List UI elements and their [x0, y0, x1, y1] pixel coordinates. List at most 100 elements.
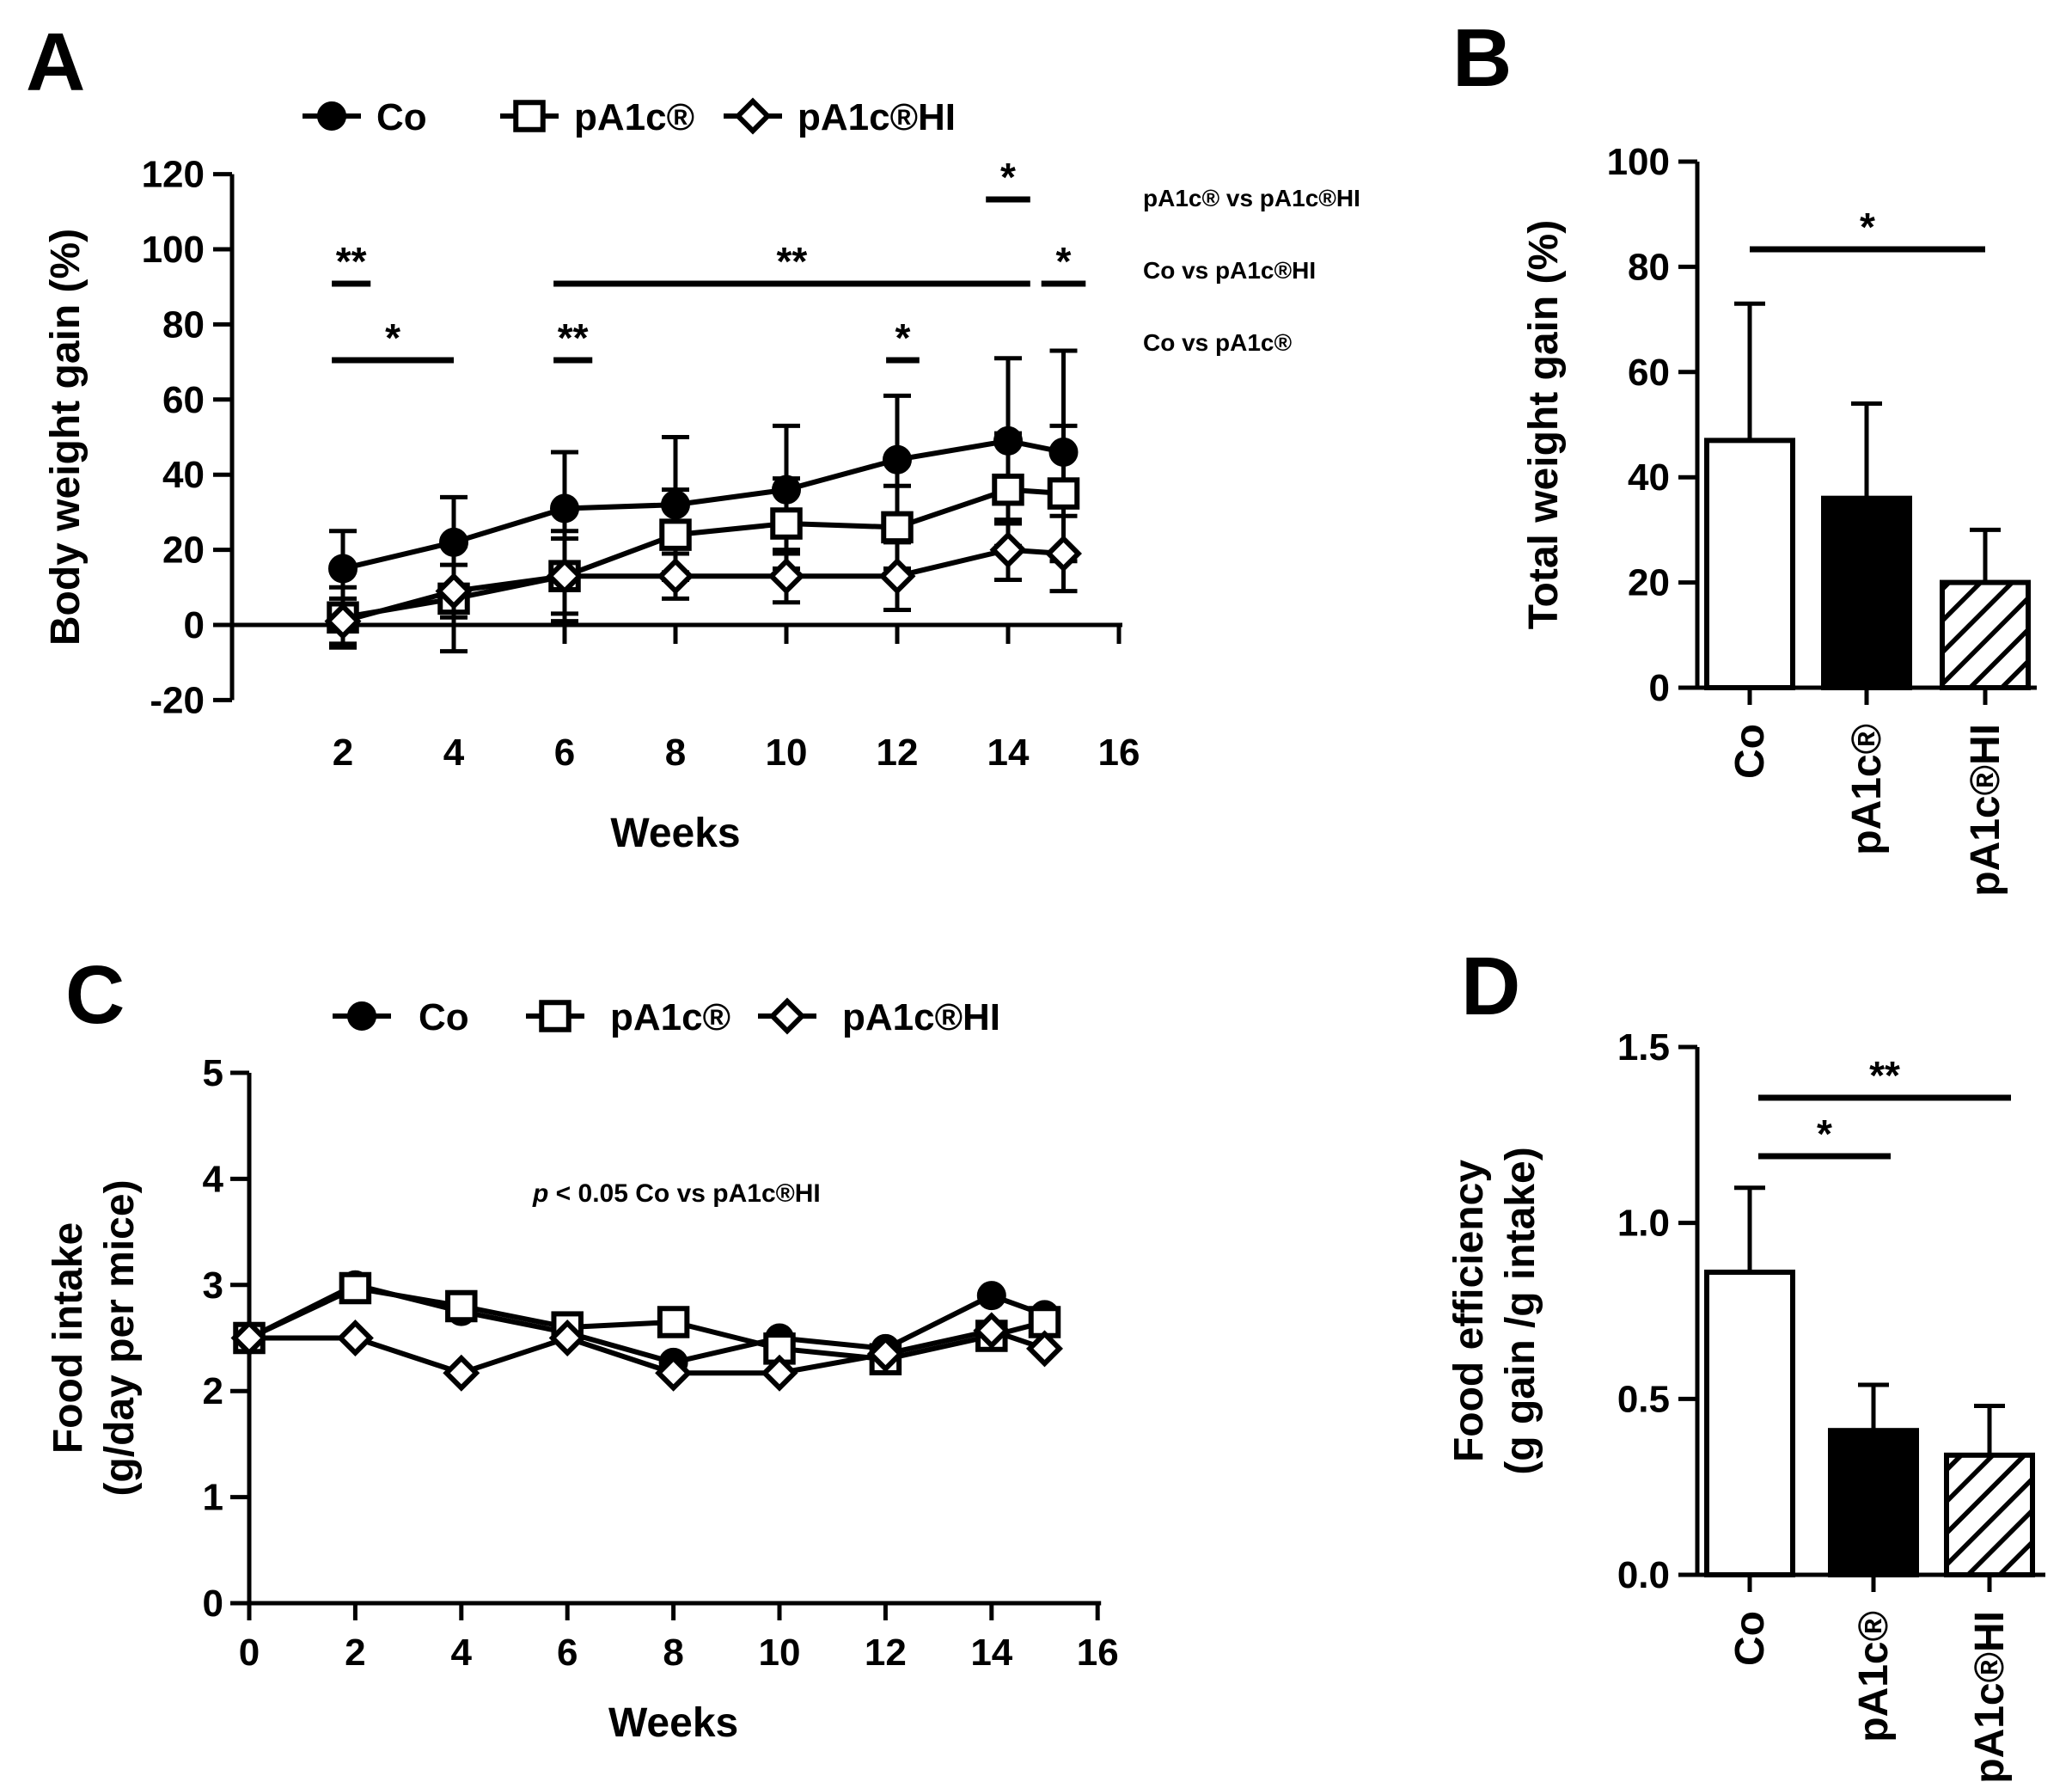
legend-marker-a [734, 97, 772, 135]
x-tick-label-a: 8 [665, 732, 686, 774]
x-tick-label-c: 4 [451, 1632, 473, 1674]
data-point-a [324, 603, 362, 640]
significance-a-4-label: * [895, 315, 910, 360]
significance-a-0-label: ** [336, 239, 367, 284]
legend-marker-a [513, 100, 546, 132]
y-tick-label-d: 0.5 [1617, 1378, 1670, 1420]
series-line-a-1 [342, 487, 1064, 621]
y-tick-label-a: 80 [162, 303, 205, 346]
x-tick-label-c: 6 [557, 1632, 578, 1674]
data-point-c [866, 1335, 904, 1373]
data-point-a [657, 557, 694, 595]
data-point-a [767, 557, 805, 595]
legend-marker-c [768, 997, 806, 1035]
y-tick-label-b: 100 [1607, 141, 1670, 183]
y-tick-label-a: 100 [142, 229, 205, 271]
panel-letter-a: A [26, 16, 85, 108]
x-tick-label-a: 2 [333, 732, 353, 774]
y-tick-label-c: 4 [203, 1158, 224, 1200]
data-point-c [336, 1320, 374, 1356]
x-tick-label-c: 8 [663, 1632, 683, 1674]
legend-label-c: Co [419, 996, 469, 1038]
series-line-a-0 [342, 438, 1065, 572]
series-line-a-2 [342, 547, 1064, 624]
y-axis-title-d: Food efficiency [1446, 1160, 1492, 1462]
data-point-a [992, 473, 1024, 506]
significance-a-1-label: * [385, 315, 400, 360]
y-tick-label-b: 0 [1649, 667, 1670, 709]
y-axis-title-c: Food intake [46, 1222, 91, 1454]
data-point-c [230, 1320, 268, 1356]
y-axis-subtitle-d: (g gain /g intake) [1498, 1147, 1543, 1474]
y-tick-label-c: 3 [203, 1264, 223, 1307]
data-point-a [546, 557, 584, 595]
panel-b: B 0 20 40 60 80 100 Total weight gain (%) Co pA1c… [1452, 12, 2037, 897]
y-axis-title-a: Body weight gain (%) [43, 229, 89, 646]
legend-label-c: pA1c®HI [842, 996, 1000, 1038]
annotation-a: Co vs pA1c® [1143, 329, 1292, 356]
x-tick-label-d: Co [1727, 1611, 1773, 1666]
legend-marker-c [539, 1000, 571, 1032]
data-point-c [1026, 1330, 1063, 1368]
y-tick-label-c: 2 [203, 1370, 223, 1412]
x-tick-label-a: 16 [1098, 732, 1140, 774]
x-tick-label-d: pA1c®HI [1967, 1611, 2013, 1784]
bar-b-1 [1821, 495, 1912, 690]
data-point-c [761, 1354, 798, 1392]
y-tick-label-b: 20 [1628, 562, 1670, 604]
y-tick-label-b: 60 [1628, 352, 1670, 394]
y-tick-label-d: 1.5 [1617, 1026, 1670, 1069]
x-tick-label-a: 6 [554, 732, 575, 774]
x-axis-title-a: Weeks [610, 811, 740, 856]
x-tick-label-c: 16 [1077, 1632, 1119, 1674]
data-point-a [770, 507, 803, 540]
x-tick-label-b: Co [1727, 724, 1773, 779]
legend-label-c: pA1c® [610, 996, 730, 1038]
y-tick-label-d: 0.0 [1617, 1554, 1670, 1596]
y-tick-label-a: 20 [162, 530, 205, 572]
y-tick-label-a: 120 [142, 154, 205, 196]
x-tick-label-c: 14 [970, 1632, 1012, 1674]
x-tick-label-a: 14 [987, 732, 1030, 774]
x-tick-label-d: pA1c® [1851, 1611, 1897, 1742]
data-point-a [881, 511, 914, 544]
legend-label-a: pA1c®HI [798, 96, 956, 138]
data-point-a [659, 518, 692, 551]
data-point-c [657, 1306, 690, 1338]
legend-label-a: pA1c® [574, 96, 694, 138]
bar-b-0 [1704, 438, 1795, 690]
data-point-a [989, 531, 1027, 569]
significance-a-5-label: * [1000, 155, 1016, 199]
data-point-c [339, 1271, 372, 1305]
panel-letter-b: B [1452, 12, 1512, 104]
x-tick-label-a: 4 [443, 732, 465, 774]
data-point-a [1045, 535, 1082, 573]
legend-marker-c [347, 1001, 376, 1031]
legend-label-a: Co [376, 96, 427, 138]
bar-b-2 [1940, 579, 2031, 690]
significance-note-text: < 0.05 Co vs pA1c®HI [548, 1179, 820, 1208]
annotation-a: pA1c® vs pA1c®HI [1143, 185, 1360, 211]
y-tick-label-a: 0 [184, 604, 205, 646]
significance-note-c: p < 0.05 Co vs pA1c®HI [532, 1179, 821, 1208]
panel-letter-d: D [1461, 940, 1520, 1032]
x-axis-title-c: Weeks [608, 1700, 738, 1746]
x-tick-label-c: 12 [865, 1632, 907, 1674]
x-tick-label-c: 2 [345, 1632, 365, 1674]
y-tick-label-d: 1.0 [1617, 1203, 1670, 1245]
y-tick-label-c: 5 [203, 1052, 223, 1094]
y-tick-label-a: 40 [162, 454, 205, 496]
significance-a-6-label: * [1056, 239, 1072, 284]
significance-a-3-label: ** [777, 239, 808, 284]
significance-a-2-label: ** [558, 315, 589, 360]
bar-d-2 [1944, 1452, 2035, 1577]
data-point-a [328, 554, 358, 584]
x-tick-label-a: 10 [766, 732, 808, 774]
panel-d: D 0.0 0.5 1.0 1.5 Food efficiency (g gain /g i… [1446, 940, 2045, 1784]
panel-a: A -20 0 20 40 60 80 100 120 2 4 6 8 10 12 14 16 Weeks Body… [26, 16, 1360, 856]
legend-marker-a [317, 101, 346, 131]
y-tick-label-c: 0 [203, 1583, 223, 1625]
bar-d-0 [1704, 1269, 1795, 1578]
data-point-c [976, 1281, 1006, 1311]
